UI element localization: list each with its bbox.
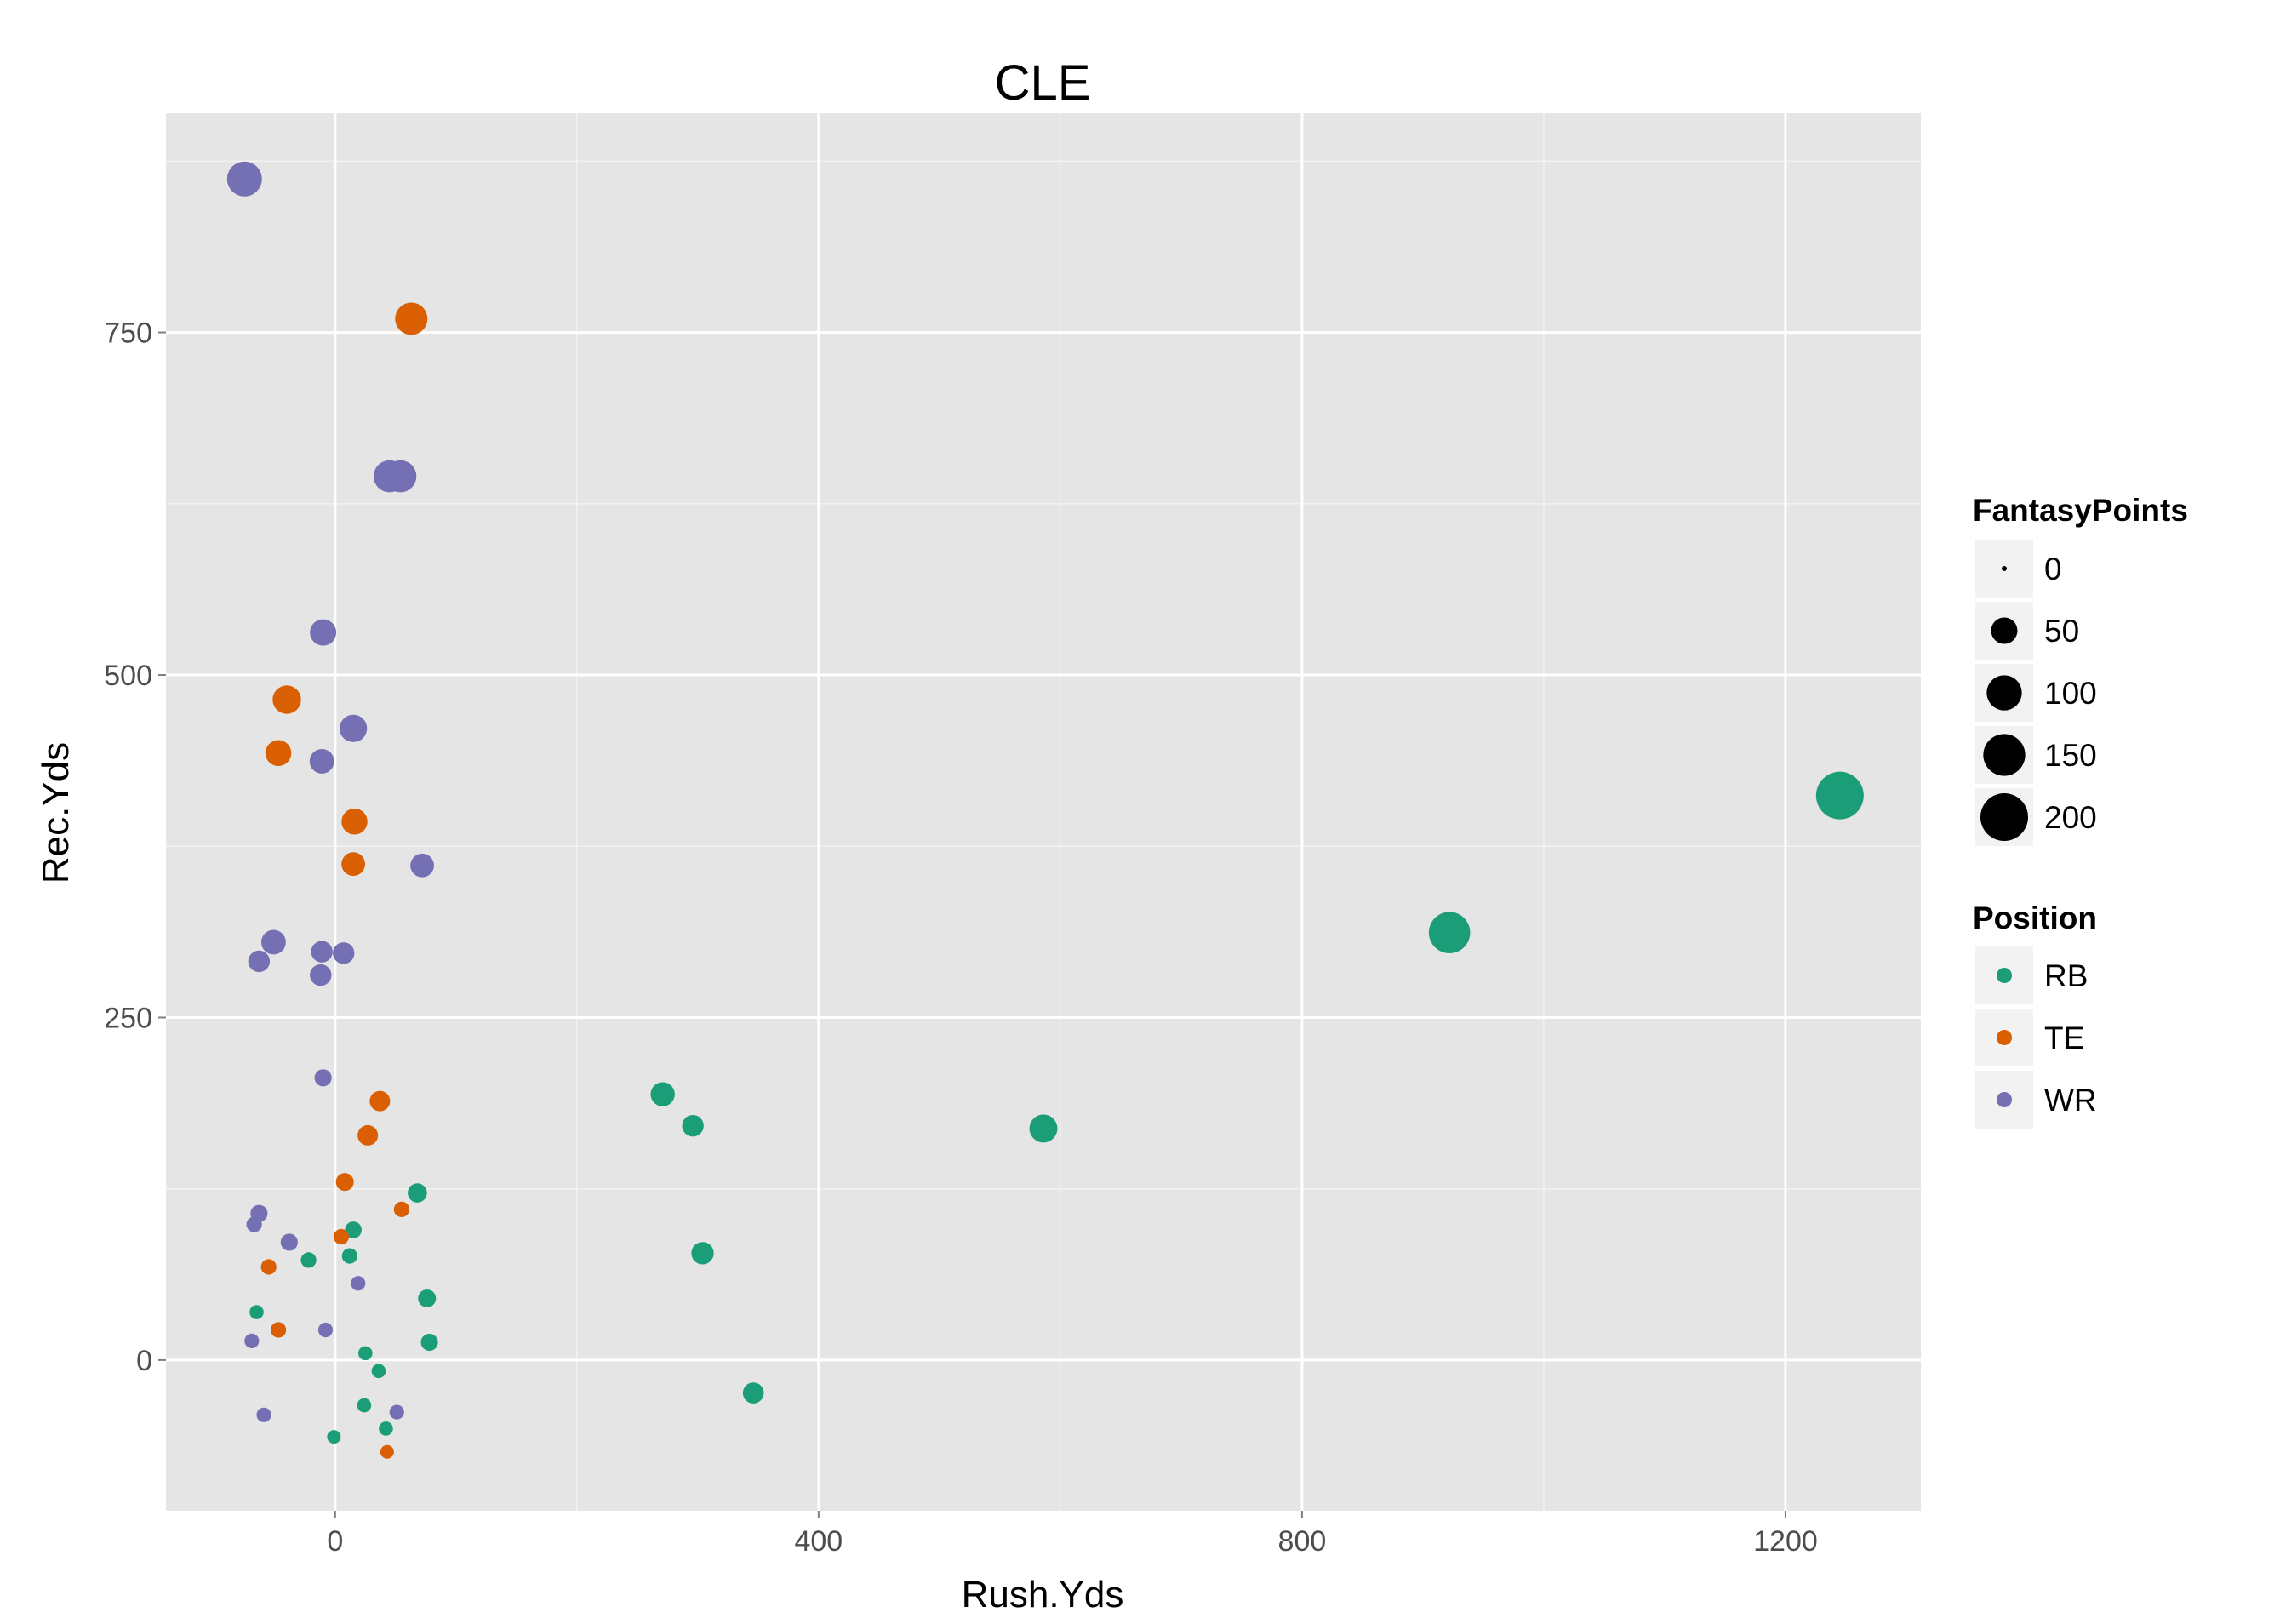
size-legend-title: FantasyPoints xyxy=(1973,493,2188,528)
size-legend-label: 200 xyxy=(2044,800,2097,835)
point-wr xyxy=(333,942,355,964)
y-tick-label: 0 xyxy=(136,1345,152,1377)
x-axis-title: Rush.Yds xyxy=(962,1574,1124,1615)
size-legend-symbol xyxy=(1980,793,2028,841)
point-rb xyxy=(682,1114,704,1137)
point-rb xyxy=(420,1333,438,1352)
size-legend-symbol xyxy=(2002,566,2007,571)
point-te xyxy=(395,302,428,335)
point-te xyxy=(341,809,368,835)
point-wr xyxy=(340,714,368,742)
point-wr xyxy=(351,1276,366,1291)
point-wr xyxy=(410,853,434,878)
grid-lines xyxy=(166,113,1921,1511)
point-rb xyxy=(345,1221,362,1238)
point-wr xyxy=(246,1216,262,1232)
point-rb xyxy=(249,1305,264,1319)
data-points xyxy=(226,161,1864,1459)
plot-panel xyxy=(166,113,1921,1511)
point-rb xyxy=(371,1364,386,1379)
point-rb xyxy=(358,1346,373,1361)
point-rb xyxy=(1428,912,1471,953)
y-tick-label: 250 xyxy=(104,1002,152,1034)
size-legend-symbol xyxy=(1991,617,2018,644)
point-wr xyxy=(244,1333,260,1348)
color-legend-title: Position xyxy=(1973,901,2097,935)
color-legend-label: TE xyxy=(2044,1021,2084,1055)
axis-ticks: 0 400 800 1200 0 250 500 750 xyxy=(104,317,1818,1558)
point-rb xyxy=(341,1248,357,1264)
x-tick-label: 0 xyxy=(327,1525,343,1558)
color-legend-symbol xyxy=(1997,1092,2012,1107)
point-wr xyxy=(314,1069,332,1087)
point-rb xyxy=(691,1242,714,1265)
point-wr xyxy=(226,161,262,197)
point-rb xyxy=(327,1430,341,1444)
y-tick-label: 500 xyxy=(104,660,152,692)
point-rb xyxy=(418,1289,437,1307)
point-te xyxy=(393,1201,410,1217)
point-rb xyxy=(379,1421,393,1436)
point-wr xyxy=(280,1233,298,1251)
size-legend-label: 100 xyxy=(2044,676,2097,711)
point-te xyxy=(357,1124,379,1146)
point-rb xyxy=(650,1082,675,1106)
chart-title: CLE xyxy=(995,55,1091,111)
y-tick-label: 750 xyxy=(104,317,152,350)
point-rb xyxy=(300,1252,317,1268)
point-wr xyxy=(310,964,332,986)
point-te xyxy=(272,685,301,714)
point-wr xyxy=(256,1407,271,1422)
point-rb xyxy=(1029,1114,1058,1143)
size-legend-label: 0 xyxy=(2044,552,2062,586)
point-wr xyxy=(384,460,417,493)
size-legend-label: 50 xyxy=(2044,614,2079,649)
color-legend-symbol xyxy=(1997,968,2012,983)
legend: FantasyPoints Position 0 50 100 150 200 RB TE W… xyxy=(1973,493,2188,1129)
point-te xyxy=(380,1444,394,1459)
point-wr xyxy=(317,1322,334,1338)
size-legend-symbol xyxy=(1986,675,2022,711)
x-tick-label: 1200 xyxy=(1753,1525,1818,1558)
point-wr xyxy=(389,1404,404,1420)
color-legend-label: WR xyxy=(2044,1083,2097,1118)
point-wr xyxy=(310,619,337,646)
size-legend-label: 150 xyxy=(2044,738,2097,773)
point-wr xyxy=(248,950,271,973)
x-tick-label: 400 xyxy=(794,1525,843,1558)
point-rb xyxy=(408,1183,427,1203)
size-legend-symbol xyxy=(1983,734,2026,776)
point-te xyxy=(270,1322,287,1338)
point-te xyxy=(341,852,366,877)
y-axis-title: Rec.Yds xyxy=(35,742,77,883)
color-legend-symbol xyxy=(1997,1030,2012,1045)
x-tick-label: 800 xyxy=(1278,1525,1327,1558)
point-te xyxy=(333,1228,350,1245)
point-te xyxy=(260,1259,277,1275)
point-rb xyxy=(742,1382,764,1404)
point-rb xyxy=(1815,771,1864,820)
point-te xyxy=(369,1090,391,1112)
point-te xyxy=(265,740,292,767)
point-te xyxy=(335,1173,354,1192)
point-wr xyxy=(260,929,286,955)
color-legend-label: RB xyxy=(2044,958,2088,993)
point-wr xyxy=(309,748,334,774)
point-wr xyxy=(311,941,333,963)
point-rb xyxy=(357,1398,372,1413)
